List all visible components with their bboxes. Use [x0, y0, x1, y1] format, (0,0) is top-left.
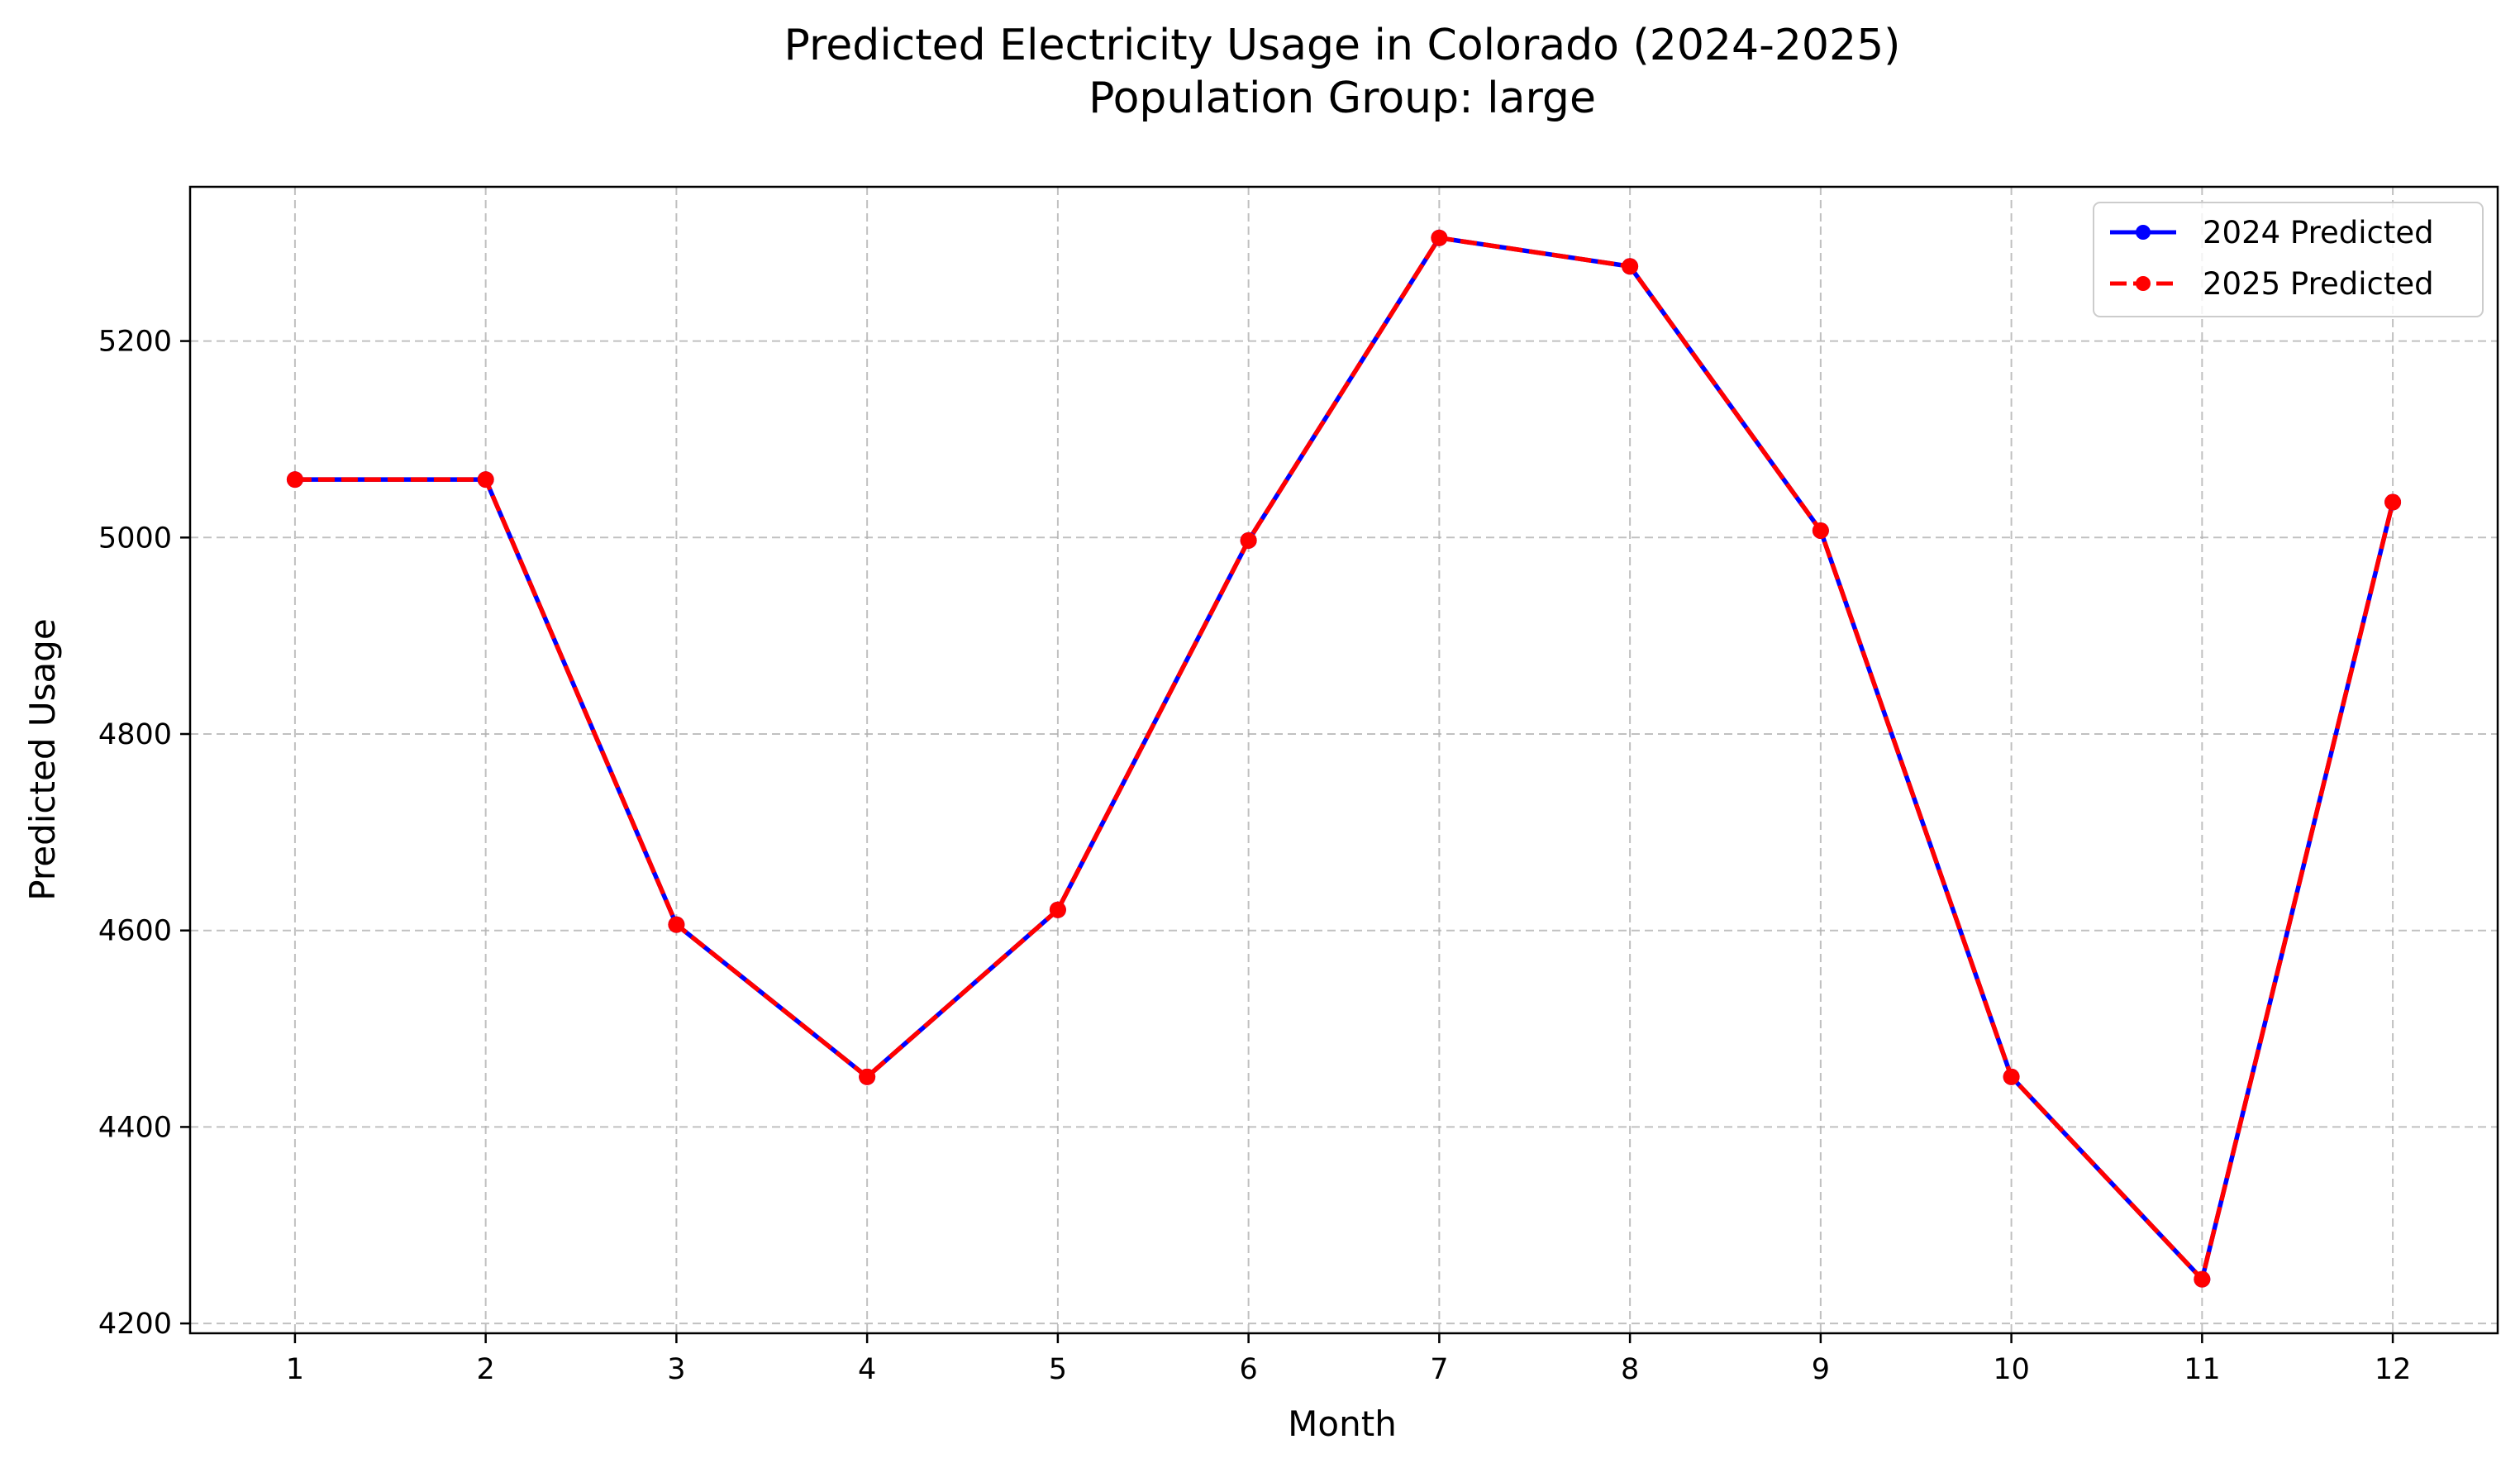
- series-line-2025: [294, 236, 2395, 1282]
- data-point-2025-m3: [668, 916, 685, 933]
- y-tick-label: 4600: [98, 915, 172, 948]
- x-tick-label: 7: [1430, 1353, 1448, 1386]
- data-point-2025-m6: [1240, 531, 1257, 549]
- x-tick-label: 8: [1621, 1353, 1639, 1386]
- data-point-2025-m1: [286, 471, 303, 489]
- x-tick-label: 2: [477, 1353, 495, 1386]
- x-tick-label: 11: [2184, 1353, 2221, 1386]
- legend-label-2025: 2025 Predicted: [2203, 266, 2434, 302]
- x-tick-label: 5: [1049, 1353, 1067, 1386]
- x-tick-label: 6: [1239, 1353, 1257, 1386]
- legend-marker-2025: [2136, 276, 2151, 291]
- x-axis-label: Month: [1288, 1404, 1397, 1444]
- data-point-2025-m12: [2384, 493, 2402, 511]
- data-point-2025-m5: [1049, 901, 1066, 918]
- x-tick-label: 10: [1993, 1353, 2030, 1386]
- y-tick-label: 5000: [98, 522, 172, 555]
- plot-area-frame: [188, 185, 2499, 1335]
- data-point-2025-m9: [1812, 522, 1829, 539]
- grid: [190, 187, 2498, 1333]
- data-point-2025-m7: [1431, 229, 1448, 246]
- series-lines: [286, 229, 2402, 1288]
- x-tick-label: 12: [2375, 1353, 2412, 1386]
- x-tick-label: 9: [1812, 1353, 1830, 1386]
- x-tick-label: 3: [667, 1353, 685, 1386]
- data-point-2025-m10: [2003, 1068, 2020, 1085]
- data-point-2025-m4: [859, 1068, 876, 1085]
- data-point-2025-m2: [477, 471, 494, 489]
- legend-marker-2024: [2136, 225, 2151, 240]
- y-tick-label: 4400: [98, 1111, 172, 1144]
- legend: 2024 Predicted 2025 Predicted: [2093, 202, 2484, 317]
- legend-label-2024: 2024 Predicted: [2203, 215, 2434, 250]
- data-point-2025-m11: [2194, 1270, 2211, 1288]
- y-tick-label: 5200: [98, 326, 172, 359]
- chart-subtitle: Population Group: large: [1089, 74, 1596, 123]
- x-tick-label: 4: [858, 1353, 876, 1386]
- chart-title: Predicted Electricity Usage in Colorado …: [784, 21, 1901, 70]
- y-tick-label: 4800: [98, 718, 172, 751]
- x-tick-label: 1: [286, 1353, 304, 1386]
- y-axis-label: Predicted Usage: [22, 618, 63, 900]
- y-tick-label: 4200: [98, 1308, 172, 1341]
- data-point-2025-m8: [1622, 258, 1639, 275]
- legend-box: [2093, 202, 2484, 317]
